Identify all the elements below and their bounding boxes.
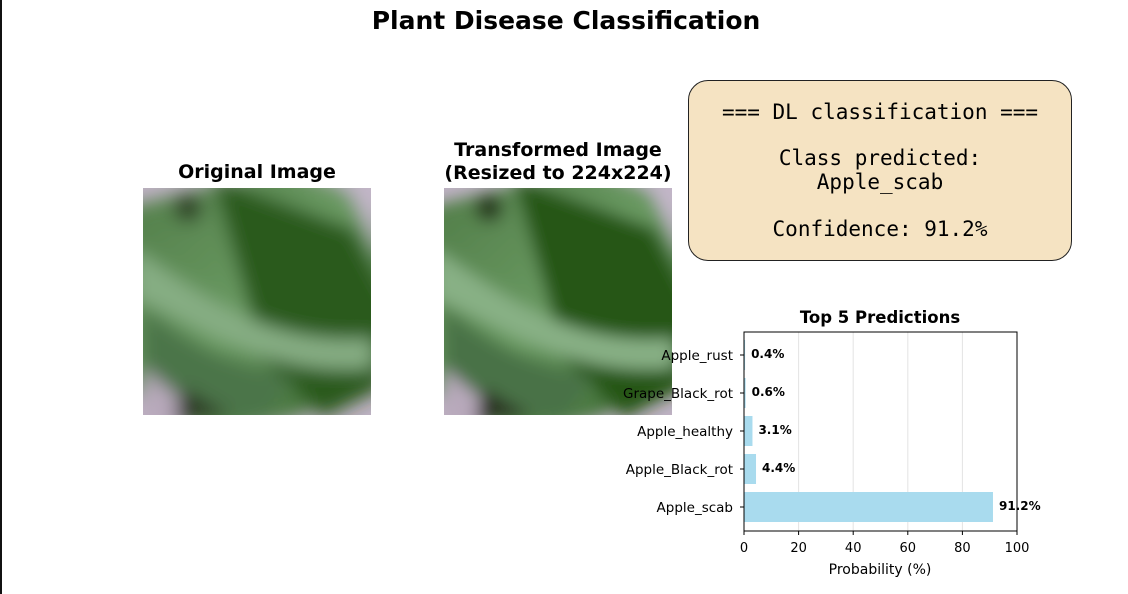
bar-apple-black-rot: [744, 454, 757, 484]
class-predicted-value: Apple_scab: [816, 170, 944, 194]
y-tick-label: Apple_healthy: [637, 424, 733, 440]
left-edge-border: [0, 0, 2, 594]
chart-title: Top 5 Predictions: [800, 308, 960, 327]
bar-grape-black-rot: [744, 378, 746, 408]
x-tick-label: 20: [790, 541, 807, 556]
confidence-text: Confidence: 91.2%: [772, 217, 988, 241]
bar-value-label: 0.4%: [751, 347, 784, 361]
class-predicted-label: Class predicted:: [778, 146, 982, 170]
x-tick-label: 80: [954, 541, 971, 556]
bar-value-label: 3.1%: [758, 423, 791, 437]
y-tick-label: Apple_scab: [657, 500, 733, 516]
x-tick-label: 100: [1005, 541, 1030, 556]
bar-value-label: 0.6%: [752, 385, 785, 399]
bar-value-label: 91.2%: [999, 499, 1041, 513]
x-tick-label: 0: [740, 541, 748, 556]
transformed-title-line2: (Resized to 224x224): [444, 162, 672, 184]
page-title: Plant Disease Classification: [371, 6, 761, 35]
x-tick-label: 40: [845, 541, 862, 556]
bar-value-label: 4.4%: [762, 461, 795, 475]
x-axis-label: Probability (%): [829, 562, 932, 578]
original-leaf-image: [143, 188, 371, 415]
y-tick-label: Apple_Black_rot: [626, 462, 733, 478]
y-tick-label: Apple_rust: [661, 348, 733, 364]
transformed-title-line1: Transformed Image: [454, 139, 662, 161]
bar-apple-scab: [744, 492, 993, 522]
bar-apple-rust: [744, 340, 746, 370]
bar-apple-healthy: [744, 416, 753, 446]
top-predictions-chart: Top 5 Predictions Apple_scab 91.2% Apple_B…: [623, 308, 1041, 578]
classification-result-box: === DL classification === Class predicte…: [688, 80, 1072, 261]
original-image-title: Original Image: [178, 161, 336, 183]
transformed-leaf-image: [444, 188, 672, 415]
x-tick-label: 60: [900, 541, 917, 556]
y-tick-label: Grape_Black_rot: [623, 386, 733, 402]
transformed-image-title: Transformed Image (Resized to 224x224): [418, 139, 698, 185]
result-header: === DL classification ===: [721, 100, 1039, 124]
